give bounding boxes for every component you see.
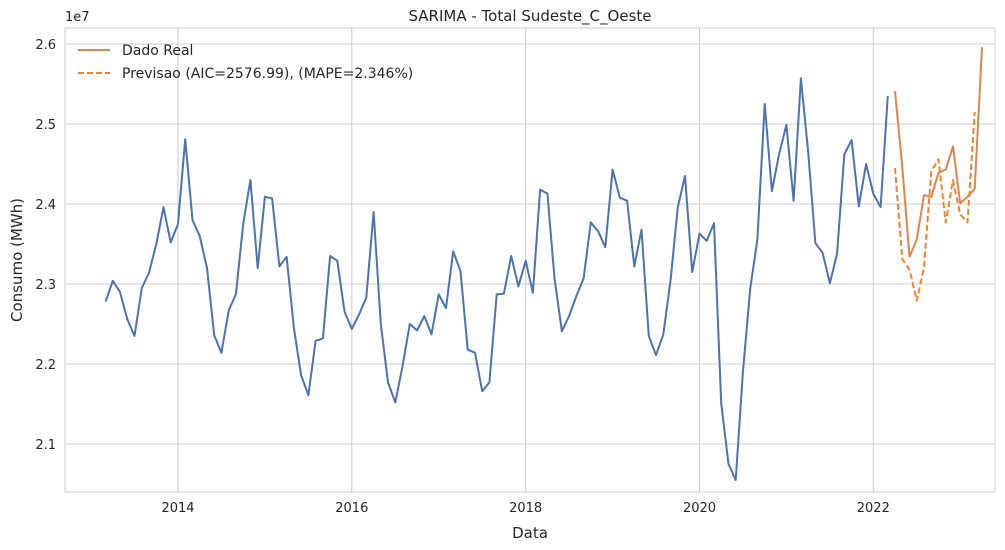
x-axis-ticks: 2014 2016 2018 2020 2022 [161,501,889,516]
y-axis-offset-label: 1e7 [65,10,90,25]
y-axis-ticks: 2.1 2.2 2.3 2.4 2.5 2.6 [35,38,56,453]
legend-label: Dado Real [122,43,193,59]
x-tick-label: 2014 [161,501,194,516]
x-tick-label: 2020 [683,501,716,516]
y-tick-label: 2.2 [35,358,56,373]
legend-label: Previsao (AIC=2576.99), (MAPE=2.346%) [122,66,413,82]
y-tick-label: 2.5 [35,118,56,133]
y-tick-label: 2.3 [35,278,56,293]
series-line-2 [894,47,983,258]
legend: Dado Real Previsao (AIC=2576.99), (MAPE=2… [78,43,413,82]
series-line-1 [104,77,889,481]
series-layer [104,47,983,481]
x-axis-label: Data [512,524,548,542]
y-tick-label: 2.4 [35,198,56,213]
y-axis-label: Consumo (MWh) [8,198,26,322]
y-tick-label: 2.1 [35,438,56,453]
x-tick-label: 2018 [509,501,542,516]
x-tick-label: 2016 [335,501,368,516]
plot-frame [64,27,996,493]
y-tick-label: 2.6 [35,38,56,53]
series-line-3 [894,111,976,302]
chart-title: SARIMA - Total Sudeste_C_Oeste [409,7,652,26]
x-tick-label: 2022 [857,501,890,516]
